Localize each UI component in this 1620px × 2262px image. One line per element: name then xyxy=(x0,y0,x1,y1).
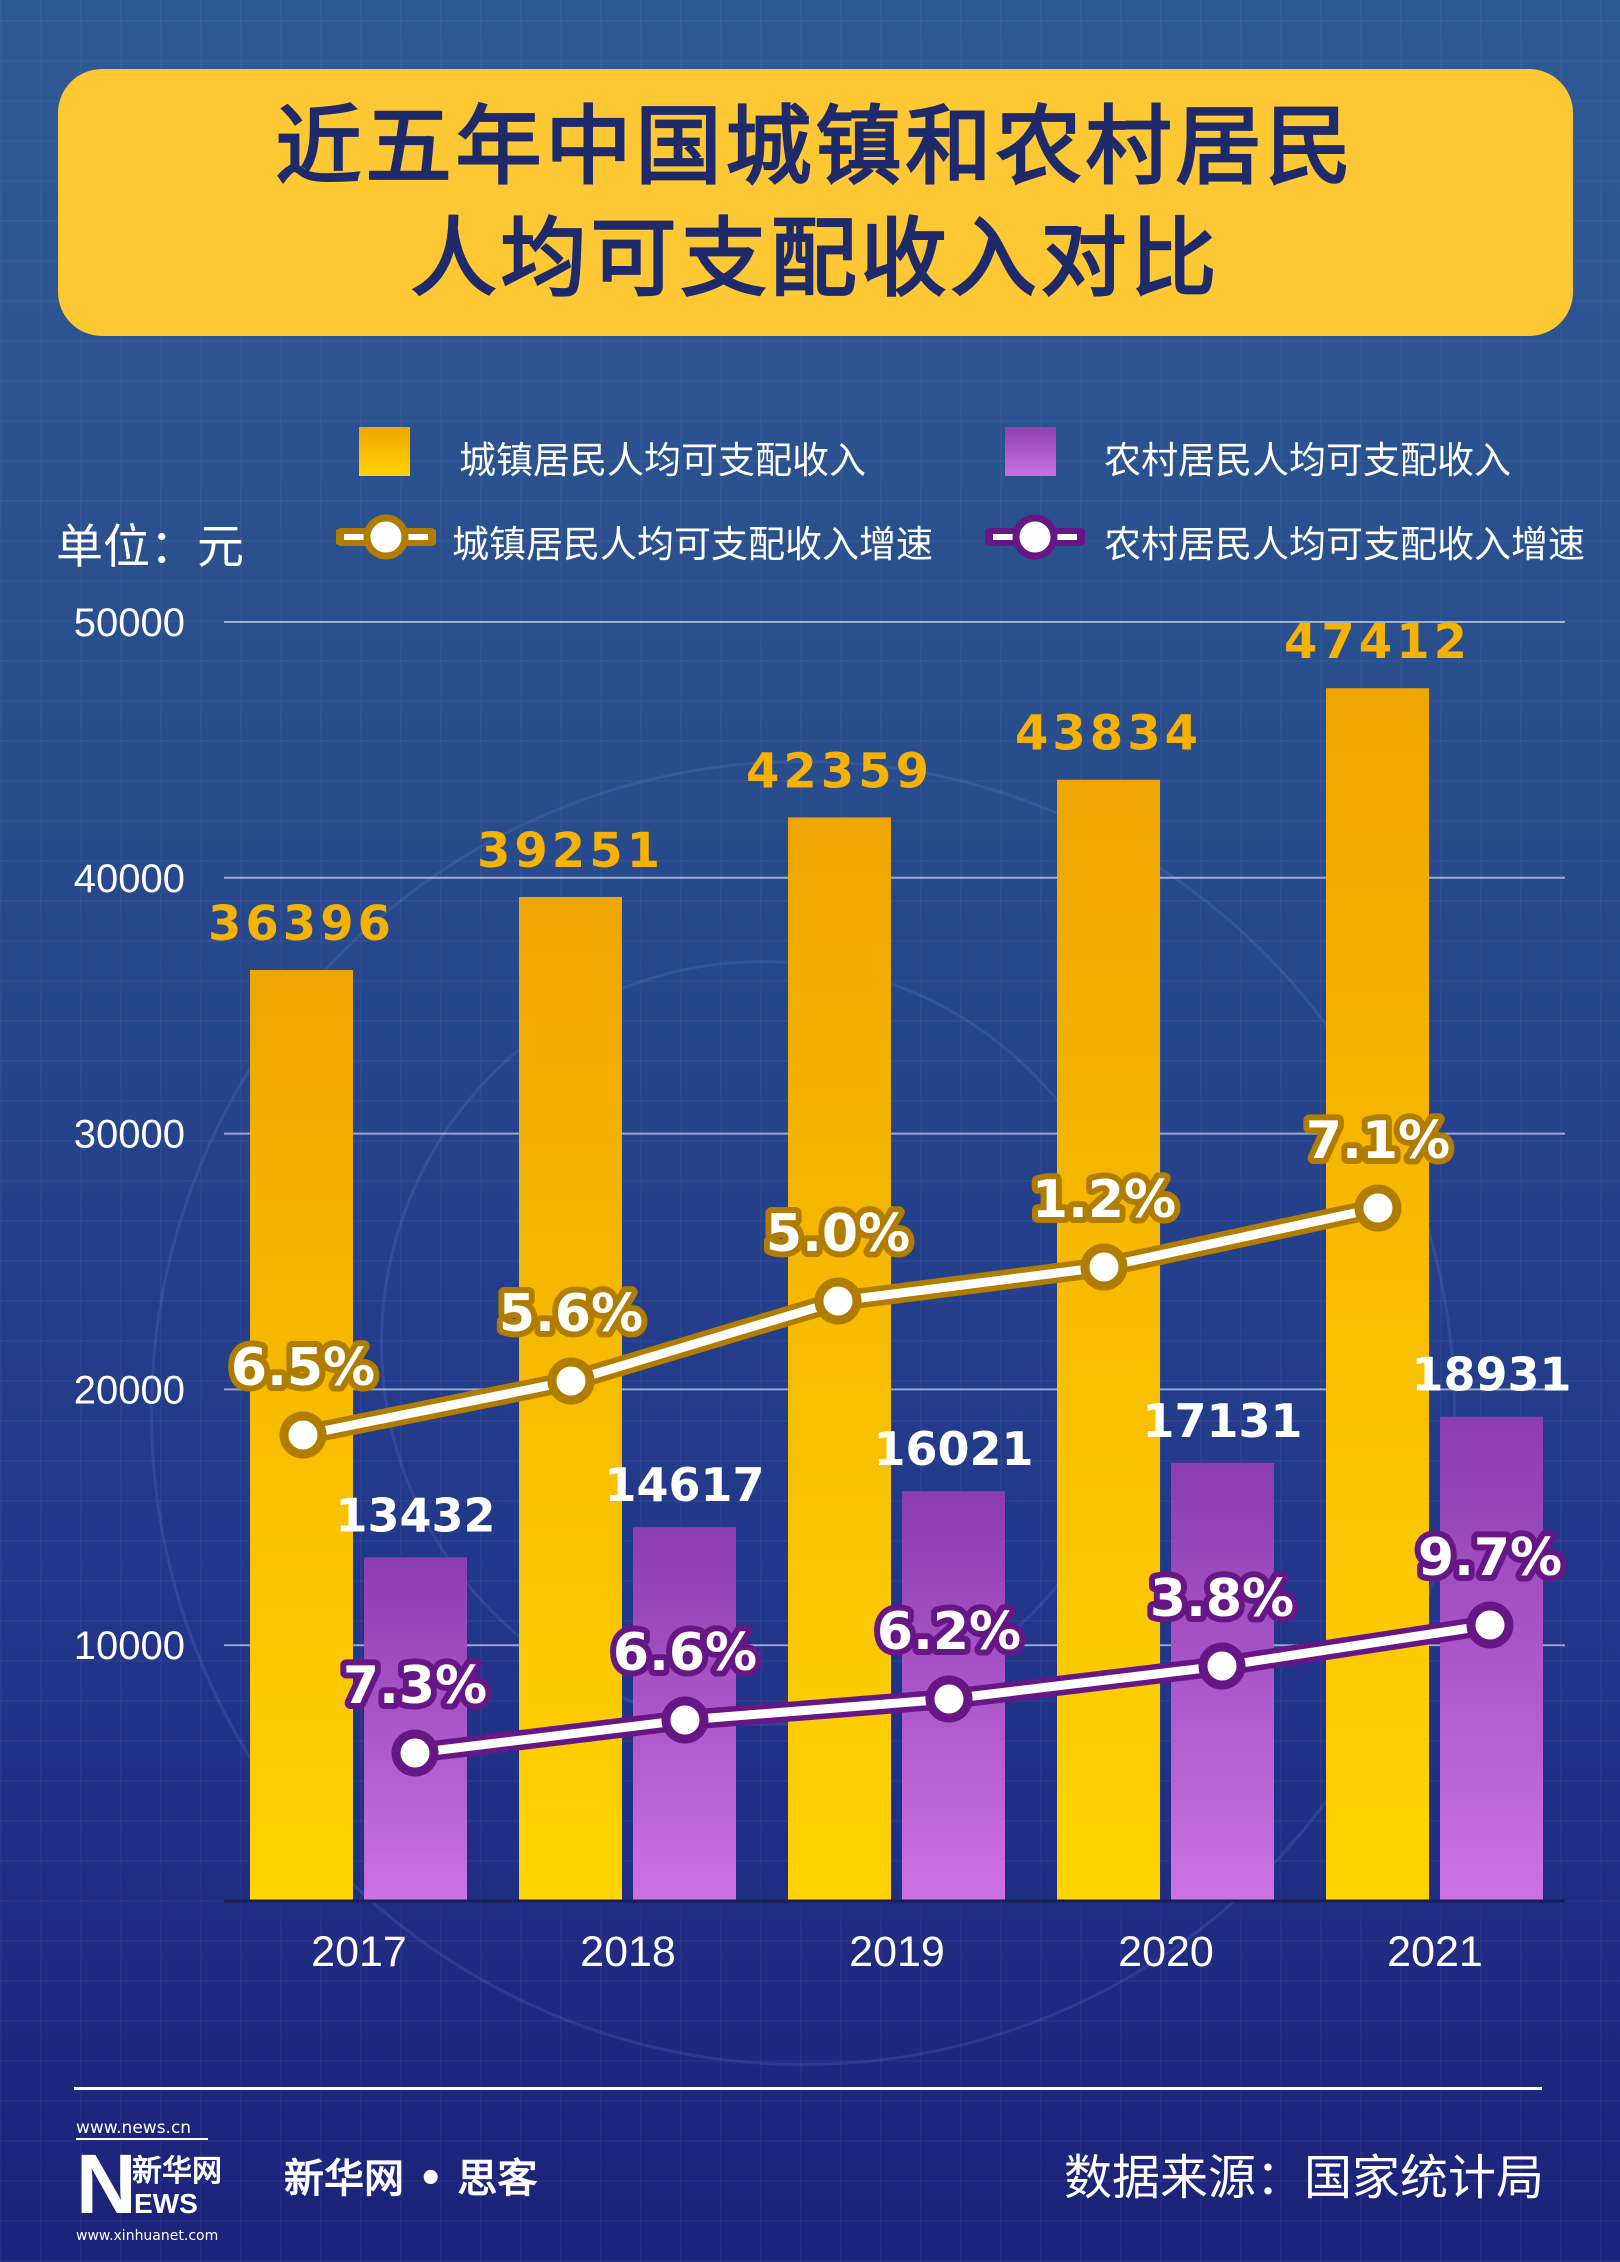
legend-urban-bar-swatch xyxy=(359,427,410,476)
urban-point xyxy=(1354,1184,1402,1232)
rural-bar xyxy=(1440,1416,1543,1901)
x-tick-label: 2020 xyxy=(1118,1928,1214,1976)
y-tick-label: 40000 xyxy=(74,857,185,901)
urban-bar xyxy=(788,817,891,1901)
y-tick-label: 20000 xyxy=(74,1368,185,1412)
unit-label: 单位：元 xyxy=(56,520,244,575)
rural-growth-label: 9.7% xyxy=(1418,1528,1562,1588)
rural-point xyxy=(391,1729,439,1777)
urban-growth-label: 6.5% xyxy=(231,1338,375,1398)
legend-rural-bar-swatch xyxy=(1005,427,1056,476)
y-tick-label: 10000 xyxy=(74,1624,185,1668)
x-tick-label: 2021 xyxy=(1387,1928,1483,1976)
data-source: 数据来源：国家统计局 xyxy=(1063,2150,1544,2206)
urban-growth-label: 5.0% xyxy=(766,1204,910,1264)
legend-urban-line-label: 城镇居民人均可支配收入增速 xyxy=(452,523,933,566)
rural-value-label: 14617 xyxy=(604,1458,764,1512)
urban-point xyxy=(814,1277,862,1325)
footer-divider xyxy=(74,2087,1542,2090)
legend-rural-line-icon xyxy=(985,514,1085,560)
urban-growth-label: 1.2% xyxy=(1032,1170,1176,1230)
rural-value-label: 16021 xyxy=(873,1422,1033,1476)
urban-growth-label: 5.6% xyxy=(499,1284,643,1344)
y-tick-label: 30000 xyxy=(74,1113,185,1157)
xinhua-logo: www.news.cn N 新华网 EWS www.xinhuanet.com xyxy=(76,2118,222,2244)
urban-point xyxy=(547,1357,595,1405)
rural-point xyxy=(1198,1642,1246,1690)
urban-bar xyxy=(1057,779,1160,1901)
rural-value-label: 18931 xyxy=(1411,1348,1571,1402)
urban-point xyxy=(1080,1243,1128,1291)
x-tick-label: 2017 xyxy=(311,1928,407,1976)
urban-growth-label: 7.1% xyxy=(1306,1111,1450,1171)
urban-value-label: 39251 xyxy=(477,823,664,879)
urban-value-label: 43834 xyxy=(1015,706,1202,762)
rural-growth-label: 6.6% xyxy=(613,1623,757,1683)
urban-point xyxy=(279,1411,327,1459)
x-tick-label: 2018 xyxy=(580,1928,676,1976)
title-line-2: 人均可支配收入对比 xyxy=(410,208,1221,309)
logo-url-bottom: www.xinhuanet.com xyxy=(76,2228,219,2244)
rural-point xyxy=(925,1675,973,1723)
logo-url-top: www.news.cn xyxy=(76,2118,208,2140)
rural-point xyxy=(661,1696,709,1744)
logo-main-text: 新华网 xyxy=(132,2154,222,2189)
legend-urban-bar-label: 城镇居民人均可支配收入 xyxy=(459,439,866,482)
rural-growth-label: 6.2% xyxy=(877,1602,1021,1662)
background-decoration xyxy=(150,760,1456,2066)
urban-value-label: 42359 xyxy=(746,743,933,799)
rural-growth-label: 7.3% xyxy=(343,1656,487,1716)
urban-value-label: 47412 xyxy=(1284,614,1471,670)
rural-bar xyxy=(364,1557,467,1901)
legend-rural-bar-label: 农村居民人均可支配收入 xyxy=(1104,439,1511,482)
rural-growth-label: 3.8% xyxy=(1150,1569,1294,1629)
urban-value-label: 36396 xyxy=(208,896,395,952)
title-banner: 近五年中国城镇和农村居民 人均可支配收入对比 xyxy=(58,69,1573,336)
urban-bar xyxy=(1326,688,1429,1901)
rural-value-label: 17131 xyxy=(1142,1394,1302,1448)
legend-rural-line-label: 农村居民人均可支配收入增速 xyxy=(1104,523,1585,566)
brand-label: 新华网 • 思客 xyxy=(284,2156,538,2202)
rural-point xyxy=(1466,1601,1514,1649)
x-tick-label: 2019 xyxy=(849,1928,945,1976)
y-tick-label: 50000 xyxy=(74,601,185,645)
rural-value-label: 13432 xyxy=(335,1488,495,1542)
legend-urban-line-icon xyxy=(336,514,436,560)
title-line-1: 近五年中国城镇和农村居民 xyxy=(275,96,1356,197)
